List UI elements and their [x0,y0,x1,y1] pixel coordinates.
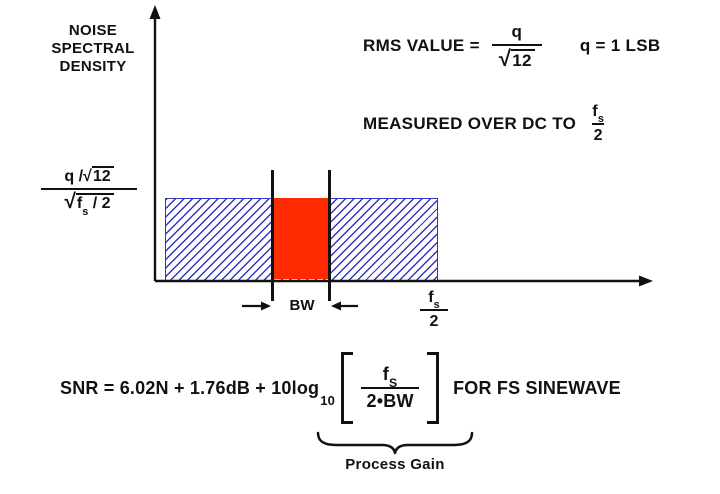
bw-right-arrowhead-icon [331,301,341,311]
bw-label: BW [289,297,315,314]
bw-left-arrowhead-icon [261,301,271,311]
snr-formula-tail: FOR FS SINEWAVE [453,377,621,398]
fraction-bar [420,309,448,312]
fraction-bar [491,43,542,46]
left-bracket-icon [341,352,354,424]
fraction: q /√12 √fs / 2 [41,166,137,217]
fraction-bar [361,387,420,389]
fs-over-2-tick-label: fs 2 [411,289,457,332]
snr-formula: SNR = 6.02N + 1.76dB + 10log 10 fS 2•BW … [60,352,621,424]
fraction-numerator: q /√12 [64,166,114,186]
process-gain-label: Process Gain [345,456,445,473]
y-axis-label: NOISE SPECTRAL DENSITY [51,22,135,75]
measured-over-line: MEASURED OVER DC TO fs 2 [363,103,605,146]
fraction-bar [592,123,605,126]
fraction-denominator: 2 [593,127,603,145]
process-gain-fraction: fS 2•BW [357,364,423,411]
bw-band-rect [274,198,328,279]
x-axis-arrow-icon [639,275,653,287]
fraction-denominator: 2•BW [366,391,414,411]
noise-density-level-fraction: q /√12 √fs / 2 [30,166,148,217]
right-bracket-icon [427,352,440,424]
rms-label: RMS VALUE = [363,36,480,56]
fs-over-2-fraction: fs 2 [420,289,448,332]
rms-fraction: q √12 [491,22,542,71]
fs-over-2-fraction: fs 2 [592,103,605,146]
fraction-numerator: fs [428,289,440,312]
sqrt-symbol: √ [498,45,512,71]
measured-label: MEASURED OVER DC TO [363,114,577,134]
q-lsb-note: q = 1 LSB [579,36,661,56]
fraction-numerator: q [511,22,523,41]
y-axis-arrow-icon [149,5,161,19]
fraction-denominator: √fs / 2 [64,190,114,217]
fraction-numerator: fS [382,364,398,391]
fraction-numerator: fs [592,103,605,126]
sqrt-symbol: √ [64,190,76,214]
sqrt-symbol: √ [83,168,92,185]
process-gain-brace-icon [316,431,474,455]
fraction-bar [41,188,137,191]
snr-formula-lead: SNR = 6.02N + 1.76dB + 10log [60,377,320,398]
fraction-denominator: √12 [498,45,535,71]
log-base-subscript: 10 [320,392,336,408]
fraction-denominator: 2 [429,313,439,331]
rms-value-line: RMS VALUE = q √12 q = 1 LSB [363,22,660,70]
